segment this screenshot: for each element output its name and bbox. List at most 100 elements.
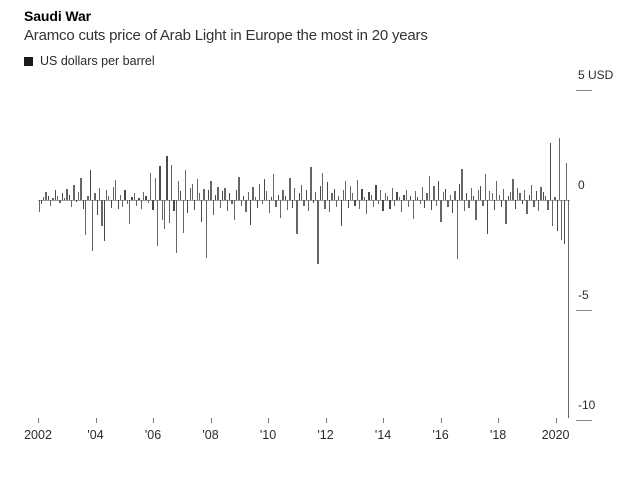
chart-bar: [547, 200, 549, 210]
x-axis-label: '06: [144, 428, 162, 442]
chart-bar: [78, 192, 80, 200]
chart-bar: [54, 190, 57, 200]
chart-bar: [61, 193, 64, 200]
chart-bar: [252, 186, 254, 200]
chart-bar: [463, 200, 465, 211]
chart-bar: [331, 193, 333, 200]
chart-bar: [196, 179, 198, 200]
chart-bar: [212, 200, 215, 216]
x-axis-label: '12: [317, 428, 334, 442]
chart-bar: [87, 195, 89, 200]
chart-bar: [326, 182, 328, 200]
chart-bar: [503, 189, 505, 200]
chart-bar: [59, 200, 61, 204]
x-axis-label: 2002: [24, 428, 52, 442]
chart-bar: [43, 196, 45, 200]
chart-bar: [143, 192, 145, 200]
chart-bar: [535, 191, 537, 200]
y-axis-label: -10: [578, 398, 596, 412]
x-axis-tick: [95, 418, 97, 423]
chart-bar: [215, 194, 217, 200]
chart-bar: [419, 200, 421, 205]
chart-bar: [170, 164, 173, 200]
chart-bar: [310, 167, 312, 200]
chart-bar: [531, 184, 533, 200]
chart-bar: [454, 191, 456, 200]
chart-bar: [187, 200, 189, 214]
chart-bar: [115, 180, 117, 200]
chart-bar: [514, 200, 517, 209]
chart-bar: [270, 196, 273, 200]
chart-bar: [45, 192, 47, 200]
chart-bar: [150, 172, 152, 200]
chart-bar: [64, 197, 66, 200]
chart-bar: [482, 200, 484, 206]
chart-bar: [526, 200, 528, 215]
chart-bar: [57, 195, 59, 200]
chart-bar: [554, 196, 556, 200]
chart-bar: [517, 187, 519, 200]
chart-bar: [229, 193, 231, 200]
chart-bar: [208, 190, 210, 200]
x-axis-tick: [153, 418, 155, 423]
x-axis-label: '18: [489, 428, 507, 442]
chart-bar: [496, 181, 498, 200]
chart-bar: [119, 194, 122, 200]
chart-bar: [356, 180, 359, 200]
chart-bar: [424, 200, 426, 208]
x-axis-tick: [498, 418, 500, 423]
chart-bar: [273, 173, 275, 200]
chart-bar: [335, 200, 338, 207]
chart-bar: [556, 200, 558, 231]
chart-bar: [66, 189, 68, 200]
chart-bar: [254, 196, 256, 200]
chart-bar: [352, 193, 354, 200]
chart-bar: [289, 178, 291, 200]
chart-bar: [84, 200, 87, 236]
chart-bar: [126, 200, 129, 205]
chart-bar: [361, 189, 363, 200]
chart-bar: [52, 197, 54, 200]
chart-bar: [510, 192, 512, 200]
chart-bar: [133, 193, 136, 200]
x-axis-tick: [210, 418, 212, 423]
chart-bar: [80, 178, 82, 200]
x-axis-tick: [325, 418, 327, 423]
chart-bar: [166, 156, 168, 200]
chart-bar: [163, 200, 166, 229]
chart-bar: [428, 175, 431, 200]
chart-bar: [105, 190, 108, 200]
chart-bar: [247, 192, 249, 200]
chart-bar: [551, 200, 554, 227]
y-axis-tick: [576, 310, 592, 311]
x-axis-tick: [440, 418, 442, 423]
chart-bar: [512, 179, 514, 200]
chart-bar: [528, 194, 530, 200]
x-axis-label: '08: [202, 428, 219, 442]
chart-bar: [173, 200, 175, 211]
chart-bar: [203, 189, 205, 200]
chart-bar: [91, 200, 94, 251]
chart-bar: [433, 185, 435, 200]
y-axis-label: 0: [578, 178, 585, 192]
y-axis-label: -5: [578, 288, 589, 302]
chart-bar: [333, 189, 335, 200]
chart-bar: [68, 194, 70, 200]
chart-bar: [147, 200, 149, 204]
x-axis-label: 2020: [541, 428, 570, 442]
chart-bar: [412, 200, 414, 219]
chart-bar: [342, 190, 345, 200]
chart-bar: [129, 200, 131, 225]
chart-bar: [222, 191, 224, 200]
chart-bar: [472, 195, 475, 200]
chart-bar: [410, 195, 412, 200]
chart-bar: [245, 200, 247, 213]
chart-bar: [459, 183, 461, 200]
chart-bar: [263, 179, 266, 200]
chart-bar: [475, 200, 477, 220]
chart-bar: [447, 200, 449, 207]
chart-bar: [524, 190, 526, 200]
chart-bar: [152, 200, 154, 210]
legend-square-icon: [24, 56, 33, 66]
